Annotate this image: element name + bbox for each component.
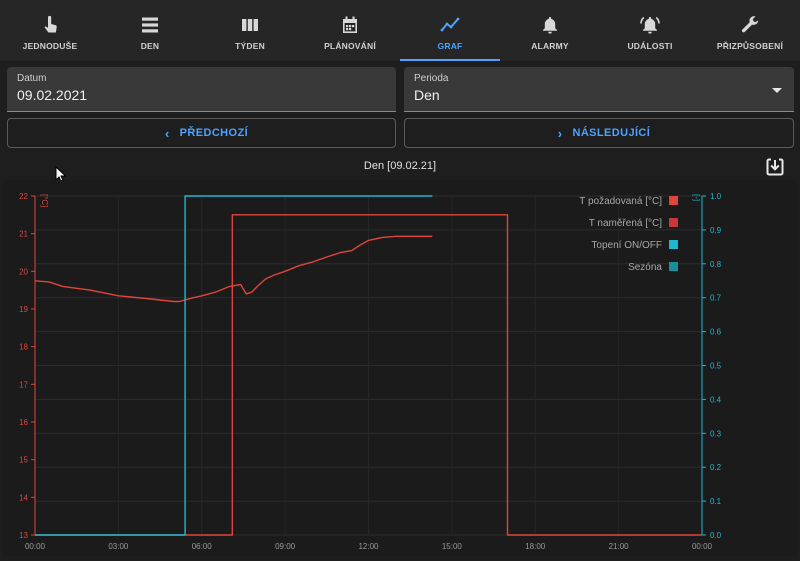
left-tick-label: 22 (19, 192, 28, 201)
x-tick-label: 12:00 (358, 542, 379, 551)
top-navigation: JEDNODUŠE DEN TÝDEN PLÁNOVÁNÍ GRAF ALARMY UDÁL… (0, 0, 800, 61)
left-tick-label: 18 (19, 343, 28, 352)
left-tick-label: 21 (19, 230, 28, 239)
tab-label: GRAF (437, 41, 463, 51)
right-tick-label: 0.6 (710, 328, 722, 337)
legend-swatch (669, 262, 678, 271)
tab-události[interactable]: UDÁLOSTI (600, 0, 700, 61)
tab-plánování[interactable]: PLÁNOVÁNÍ (300, 0, 400, 61)
right-tick-label: 0.8 (710, 260, 722, 269)
previous-label: PŘEDCHOZÍ (179, 127, 249, 139)
tab-týden[interactable]: TÝDEN (200, 0, 300, 61)
bell-icon (543, 17, 557, 34)
download-icon[interactable] (766, 158, 784, 176)
tab-alarmy[interactable]: ALARMY (500, 0, 600, 61)
left-tick-label: 13 (19, 531, 28, 540)
left-tick-label: 17 (19, 380, 28, 389)
perioda-value[interactable]: Den (414, 87, 440, 103)
left-tick-label: 20 (19, 267, 28, 276)
perioda-label: Perioda (414, 73, 449, 84)
next-button[interactable]: › NÁSLEDUJÍCÍ (404, 118, 794, 148)
legend-swatch (669, 196, 678, 205)
right-tick-label: 0.1 (710, 497, 722, 506)
tab-label: PŘIZPŮSOBENÍ (716, 41, 784, 51)
right-tick-label: 0.0 (710, 531, 722, 540)
tab-label: ALARMY (531, 41, 569, 51)
x-tick-label: 00:00 (692, 542, 713, 551)
chart-area: 13 14 15 16 17 18 19 20 21 22 0.0 0.1 0.2 0.3 0.4 0.5 0.… (2, 180, 798, 556)
left-tick-label: 19 (19, 305, 28, 314)
chart-title: Den [09.02.21] (363, 160, 437, 172)
tab-label: TÝDEN (235, 41, 265, 51)
left-tick-label: 15 (19, 456, 28, 465)
x-tick-label: 00:00 (25, 542, 46, 551)
temperature-chart: 13 14 15 16 17 18 19 20 21 22 0.0 0.1 0.2 0.3 0.4 0.5 0.… (19, 192, 722, 551)
x-tick-label: 21:00 (609, 542, 630, 551)
series-line-2 (35, 195, 433, 536)
tab-jednoduše[interactable]: JEDNODUŠE (0, 0, 100, 61)
x-tick-label: 15:00 (442, 542, 463, 551)
series-line-1 (34, 235, 433, 303)
x-tick-label: 06:00 (192, 542, 213, 551)
touch-icon (44, 15, 57, 33)
chevron-left-icon: ‹ (164, 125, 170, 141)
legend-label: Topení ON/OFF (591, 240, 662, 251)
right-tick-label: 1.0 (710, 192, 722, 201)
right-tick-label: 0.2 (710, 463, 722, 472)
legend-label: T požadovaná [°C] (579, 196, 662, 207)
right-tick-label: 0.5 (710, 362, 722, 371)
tab-label: UDÁLOSTI (627, 41, 673, 51)
tab-label: PLÁNOVÁNÍ (324, 41, 376, 51)
bell-ring-icon (640, 16, 660, 34)
left-axis-label: [°C] (40, 194, 49, 207)
series-line-0 (35, 214, 702, 536)
tab-label: DEN (140, 41, 160, 51)
legend-label: T naměřená [°C] (589, 218, 663, 229)
list-icon (142, 17, 158, 33)
x-tick-label: 03:00 (108, 542, 129, 551)
legend-swatch (669, 240, 678, 249)
right-tick-label: 0.7 (710, 294, 722, 303)
right-tick-label: 0.4 (710, 395, 722, 404)
tab-graf[interactable]: GRAF (400, 0, 500, 61)
chart-line-icon (440, 17, 460, 32)
left-tick-label: 16 (19, 418, 28, 427)
calendar-icon (343, 16, 357, 33)
wrench-icon (741, 16, 759, 33)
tab-label: JEDNODUŠE (22, 41, 78, 51)
next-label: NÁSLEDUJÍCÍ (572, 127, 651, 139)
x-tick-label: 09:00 (275, 542, 296, 551)
x-tick-label: 18:00 (525, 542, 546, 551)
right-tick-label: 0.3 (710, 429, 722, 438)
datum-value[interactable]: 09.02.2021 (17, 87, 88, 103)
tab-přizpůsobení[interactable]: PŘIZPŮSOBENÍ (700, 0, 800, 61)
dropdown-arrow-icon[interactable] (772, 88, 782, 93)
legend-label: Sezóna (628, 262, 662, 273)
left-tick-label: 14 (19, 493, 28, 502)
legend-swatch (669, 218, 678, 227)
previous-button[interactable]: ‹ PŘEDCHOZÍ (7, 118, 396, 148)
chevron-right-icon: › (557, 125, 563, 141)
columns-icon (242, 19, 258, 31)
datum-label: Datum (17, 73, 47, 84)
right-tick-label: 0.9 (710, 226, 722, 235)
datum-field[interactable]: Datum 09.02.2021 (7, 67, 396, 112)
right-axis-label: [-] (692, 194, 701, 201)
tab-den[interactable]: DEN (100, 0, 200, 61)
perioda-select[interactable]: Perioda Den (404, 67, 794, 112)
